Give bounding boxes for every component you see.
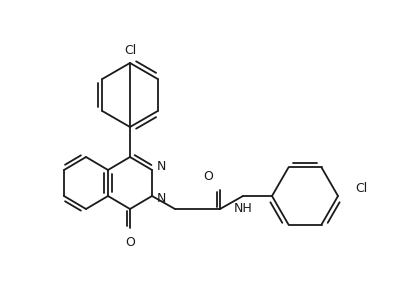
Text: N: N: [157, 159, 166, 173]
Text: NH: NH: [234, 202, 252, 215]
Text: N: N: [157, 192, 166, 205]
Text: Cl: Cl: [124, 44, 136, 57]
Text: Cl: Cl: [355, 182, 367, 195]
Text: O: O: [203, 170, 213, 183]
Text: O: O: [125, 236, 135, 249]
